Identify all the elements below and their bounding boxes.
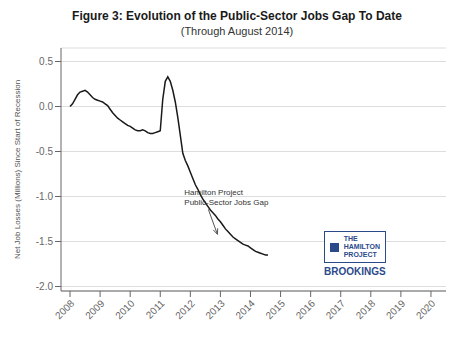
html-text:BROOKINGS: BROOKINGS	[324, 266, 386, 277]
svg-text:2012: 2012	[173, 297, 197, 321]
svg-text:2019: 2019	[384, 297, 408, 321]
svg-text:2010: 2010	[113, 297, 137, 321]
svg-text:Hamilton ProjectPublic-Sector: Hamilton ProjectPublic-Sector Jobs Gap	[184, 188, 269, 207]
svg-text:-1.5: -1.5	[36, 236, 54, 247]
svg-text:2015: 2015	[263, 297, 287, 321]
svg-text:2013: 2013	[203, 297, 227, 321]
svg-text:Net Job Losses (Millions) Sinc: Net Job Losses (Millions) Since Start of…	[13, 80, 22, 259]
svg-text:0.5: 0.5	[39, 56, 53, 67]
html-text:(Through August 2014): (Through August 2014)	[180, 25, 294, 37]
svg-text:2016: 2016	[294, 297, 318, 321]
svg-text:2014: 2014	[233, 297, 257, 321]
svg-text:2017: 2017	[324, 297, 348, 321]
html-text:Figure 3: Evolution of the Pub: Figure 3: Evolution of the Public-Sector…	[72, 9, 402, 23]
html-text:HAMILTON: HAMILTON	[343, 243, 380, 250]
svg-text:2018: 2018	[354, 297, 378, 321]
svg-text:-0.5: -0.5	[36, 146, 54, 157]
svg-text:-1.0: -1.0	[36, 191, 54, 202]
svg-text:2020: 2020	[414, 297, 438, 321]
svg-text:2009: 2009	[83, 297, 107, 321]
svg-text:0.0: 0.0	[39, 101, 53, 112]
svg-text:-2.0: -2.0	[36, 281, 54, 292]
html-text:PROJECT: PROJECT	[343, 251, 377, 258]
svg-text:2008: 2008	[53, 297, 77, 321]
html-text:THE: THE	[343, 235, 358, 242]
svg-text:2011: 2011	[144, 297, 167, 320]
